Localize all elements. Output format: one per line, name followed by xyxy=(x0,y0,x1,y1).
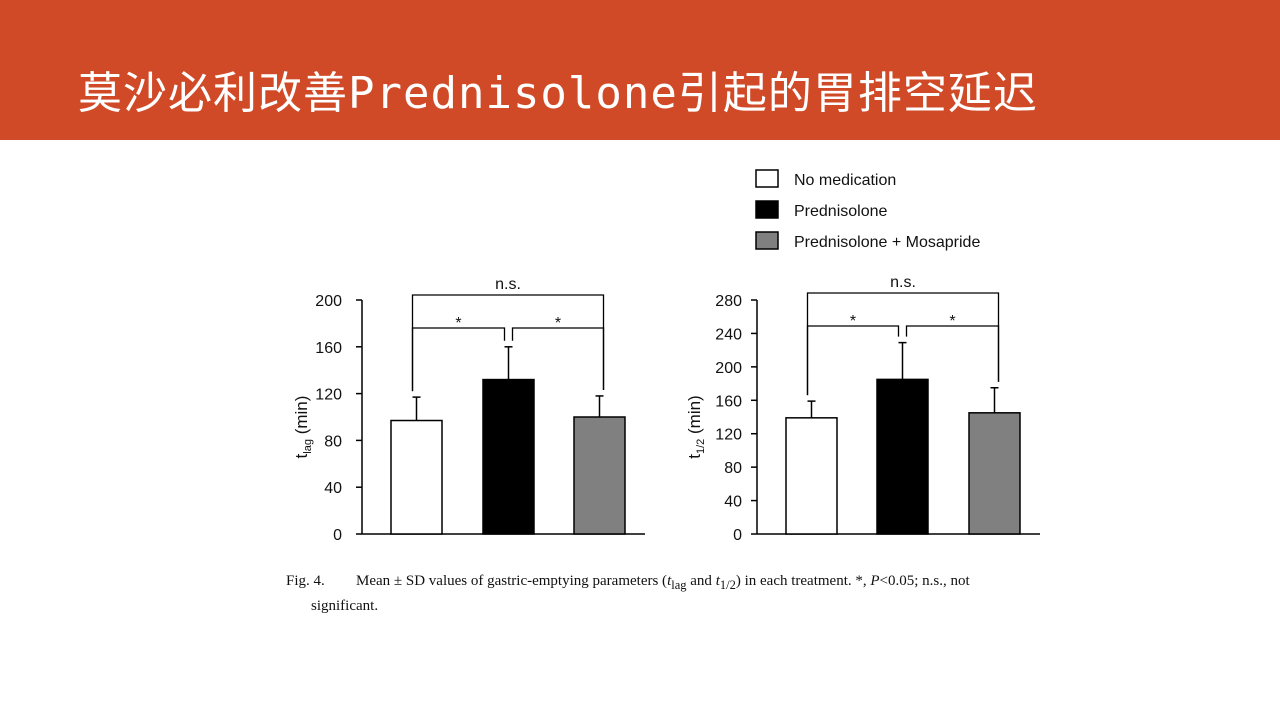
y-axis-label-unit: (min) xyxy=(685,395,704,438)
chart-tlag: 0 40 80 120 160 200 tlag (min) * * n.s. xyxy=(292,276,645,544)
significance-label: * xyxy=(850,313,856,330)
y-axis-label-sub: lag xyxy=(302,439,314,454)
y-tick-label: 80 xyxy=(724,460,742,477)
legend-swatch-0 xyxy=(755,169,779,188)
significance-bracket xyxy=(411,294,605,392)
y-tick-label: 240 xyxy=(715,326,742,343)
caption-text: Mean ± SD values of gastric-emptying par… xyxy=(356,573,668,589)
y-axis-label: t1/2 (min) xyxy=(685,395,707,458)
y-tick-label: 120 xyxy=(315,387,342,404)
y-tick-label: 120 xyxy=(715,427,742,444)
caption-t-lag: t xyxy=(667,573,672,589)
legend: No medication Prednisolone Prednisolone + … xyxy=(755,169,980,251)
significance-label: * xyxy=(555,315,561,332)
y-tick-label: 40 xyxy=(724,494,742,511)
significance-bracket xyxy=(806,292,1000,396)
legend-label-0: No medication xyxy=(794,172,896,189)
significance-label: * xyxy=(455,315,461,332)
caption-p: P xyxy=(870,573,880,589)
y-axis-label-sub: 1/2 xyxy=(695,439,707,454)
y-tick-label: 160 xyxy=(715,393,742,410)
significance-label: n.s. xyxy=(495,276,521,293)
y-tick-label: 280 xyxy=(715,293,742,310)
bar-1 xyxy=(482,378,535,535)
bar-1 xyxy=(876,378,929,535)
slide-title: 莫沙必利改善Prednisolone引起的胃排空延迟 xyxy=(78,68,1038,119)
bar-0 xyxy=(390,419,443,535)
y-tick-label: 80 xyxy=(324,433,342,450)
title-bar: 莫沙必利改善Prednisolone引起的胃排空延迟 xyxy=(0,0,1280,140)
y-tick-label: 160 xyxy=(315,340,342,357)
caption-line-1: Fig. 4. Mean ± SD values of gastric-empty… xyxy=(286,571,1116,596)
caption-sub-lag: lag xyxy=(671,578,687,592)
y-tick-label: 40 xyxy=(324,480,342,497)
caption-sub-half: 1/2 xyxy=(719,578,736,592)
caption-line-2: significant. xyxy=(311,598,379,614)
chart-thalf: 0 40 80 120 160 200 240 280 t1/2 (min) * * n.s. xyxy=(685,274,1040,544)
figure-caption: Fig. 4. Mean ± SD values of gastric-empty… xyxy=(286,571,1116,617)
caption-label: Fig. 4. xyxy=(286,573,325,589)
bar-2 xyxy=(573,416,626,535)
y-tick-label: 200 xyxy=(315,293,342,310)
legend-label-1: Prednisolone xyxy=(794,203,888,220)
y-tick-label: 0 xyxy=(733,527,742,544)
y-tick-label: 200 xyxy=(715,360,742,377)
caption-text: <0.05; n.s., not xyxy=(879,573,970,589)
significance-label: * xyxy=(949,313,955,330)
legend-swatch-2 xyxy=(755,231,779,250)
caption-t-half: t xyxy=(715,573,720,589)
bar-0 xyxy=(785,417,838,535)
y-axis-label-main: t xyxy=(292,453,311,458)
caption-text: ) in each treatment. *, xyxy=(735,573,871,589)
y-axis-label: tlag (min) xyxy=(292,396,314,459)
significance-label: n.s. xyxy=(890,274,916,291)
y-axis-label-unit: (min) xyxy=(292,396,311,439)
legend-label-2: Prednisolone + Mosapride xyxy=(794,234,980,251)
y-tick-label: 0 xyxy=(333,527,342,544)
significance-bracket xyxy=(905,325,1000,382)
caption-text: and xyxy=(686,573,716,589)
bar-2 xyxy=(968,412,1021,535)
legend-swatch-1 xyxy=(755,200,779,219)
y-axis-label-main: t xyxy=(685,454,704,459)
